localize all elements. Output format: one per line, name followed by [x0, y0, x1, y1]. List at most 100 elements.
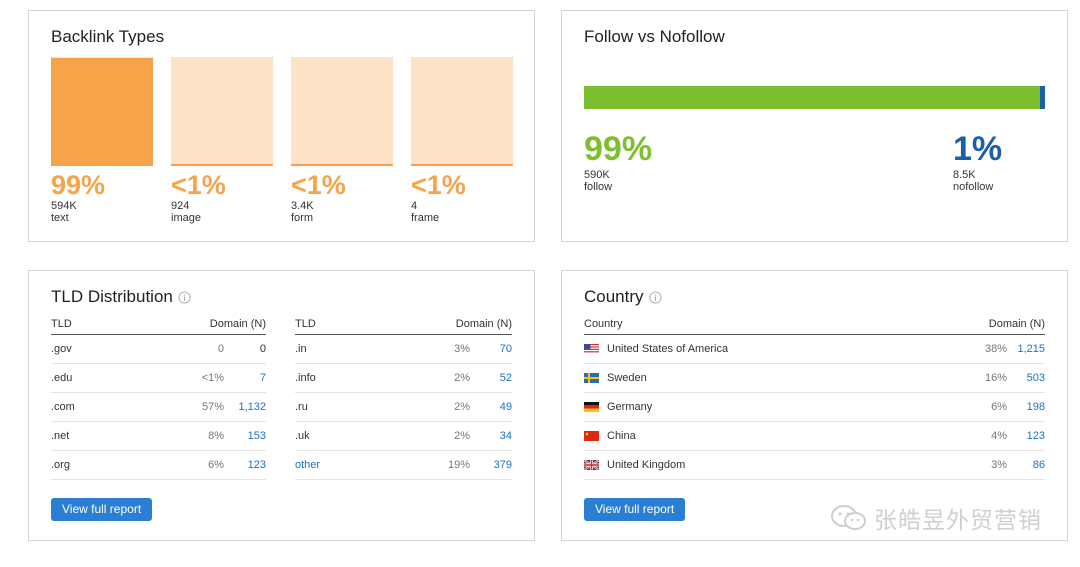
- table-row: .gov 0 0: [51, 335, 266, 364]
- follow-nofollow-card: Follow vs Nofollow 99% 590K follow 1% 8.…: [561, 10, 1068, 242]
- country-cell: China: [584, 430, 957, 442]
- backlink-type-form[interactable]: <1% 3.4K form: [291, 57, 393, 224]
- tld-pct: 57%: [201, 401, 224, 413]
- backlink-types-card: Backlink Types 99% 594K text <1% 924 ima…: [28, 10, 535, 242]
- backlink-types-title: Backlink Types: [51, 27, 165, 46]
- tld-pct: 2%: [454, 430, 470, 442]
- backlink-type-fill: [411, 164, 513, 166]
- backlink-type-bar: [411, 57, 513, 166]
- column-header-country: Country: [584, 318, 623, 330]
- backlink-type-label: frame: [411, 212, 440, 224]
- info-icon[interactable]: [648, 290, 662, 304]
- backlink-type-count: 924: [171, 200, 190, 212]
- tld-count-link[interactable]: 123: [247, 459, 266, 471]
- tld-count-link[interactable]: 70: [499, 343, 512, 355]
- nofollow-segment: [1040, 86, 1045, 109]
- backlink-type-label: text: [51, 212, 69, 224]
- tld-pct: 8%: [208, 430, 224, 442]
- tld-count-link[interactable]: 153: [247, 430, 266, 442]
- country-pct: 38%: [984, 343, 1007, 355]
- table-row: .ru 2% 49: [295, 393, 512, 422]
- table-row: .in 3% 70: [295, 335, 512, 364]
- backlink-type-pct: <1%: [171, 170, 226, 200]
- column-header-domain[interactable]: Domain (N): [988, 318, 1045, 330]
- table-row: .com 57% 1,132: [51, 393, 266, 422]
- follow-ratio-bar[interactable]: [584, 86, 1045, 109]
- country-pct: 16%: [984, 372, 1007, 384]
- follow-label: follow: [584, 181, 613, 193]
- tld-count-link[interactable]: 7: [259, 372, 266, 384]
- backlink-type-bar: [291, 57, 393, 166]
- column-header-tld: TLD: [51, 318, 72, 330]
- backlink-type-count: 3.4K: [291, 200, 314, 212]
- column-header-domain[interactable]: Domain (N): [455, 318, 512, 330]
- tld-name: .ru: [295, 401, 308, 413]
- table-row: United States of America 38% 1,215: [584, 335, 1045, 364]
- nofollow-stat: 1% 8.5K nofollow: [953, 129, 1002, 193]
- tld-pct: 19%: [447, 459, 470, 471]
- tld-name: .uk: [295, 430, 310, 442]
- column-header-domain[interactable]: Domain (N): [209, 318, 266, 330]
- tld-pct: 6%: [208, 459, 224, 471]
- tld-count-link[interactable]: 1,132: [238, 401, 266, 413]
- info-icon[interactable]: [178, 290, 191, 304]
- tld-count-link[interactable]: 49: [499, 401, 512, 413]
- nofollow-label: nofollow: [953, 181, 994, 193]
- us-flag-icon: [584, 344, 599, 355]
- view-full-report-button[interactable]: View full report: [584, 498, 686, 521]
- country-count-link[interactable]: 503: [1026, 372, 1045, 384]
- country-count-link[interactable]: 86: [1032, 459, 1045, 471]
- table-row: Germany 6% 198: [584, 393, 1045, 422]
- tld-distribution-title: TLD Distribution: [51, 287, 191, 307]
- backlink-type-fill: [291, 164, 393, 166]
- backlink-type-bar: [171, 57, 273, 166]
- follow-pct: 99%: [584, 130, 653, 168]
- backlink-type-fill: [171, 164, 273, 166]
- country-name: United Kingdom: [607, 459, 686, 471]
- tld-name: .gov: [51, 343, 72, 355]
- follow-stat: 99% 590K follow: [584, 129, 652, 193]
- tld-pct: 2%: [454, 401, 470, 413]
- tld-pct: 2%: [454, 372, 470, 384]
- watermark: 张皓昱外贸营销: [830, 501, 1042, 535]
- cn-flag-icon: [584, 431, 599, 442]
- country-card: Country Country Domain (N) United States…: [561, 270, 1068, 541]
- country-cell: Germany: [584, 401, 957, 413]
- country-count-link[interactable]: 123: [1026, 430, 1045, 442]
- table-row: other 19% 379: [295, 451, 512, 480]
- table-row: .net 8% 153: [51, 422, 266, 451]
- tld-count-link[interactable]: 52: [499, 372, 512, 384]
- se-flag-icon: [584, 373, 599, 384]
- backlink-type-pct: 99%: [51, 170, 106, 200]
- backlink-type-fill: [51, 58, 153, 166]
- tld-table-right: TLD Domain (N) .in 3% 70 .info 2% 52 .ru…: [295, 314, 512, 480]
- backlink-type-bar: [51, 57, 153, 166]
- table-row: .org 6% 123: [51, 451, 266, 480]
- tld-name: .org: [51, 459, 70, 471]
- gb-flag-icon: [584, 460, 599, 471]
- country-count-link[interactable]: 1,215: [1017, 343, 1045, 355]
- column-header-tld: TLD: [295, 318, 316, 330]
- country-count-link[interactable]: 198: [1026, 401, 1045, 413]
- table-row: .info 2% 52: [295, 364, 512, 393]
- country-pct: 3%: [991, 459, 1007, 471]
- backlink-type-pct: <1%: [411, 170, 466, 200]
- backlink-type-count: 594K: [51, 200, 77, 212]
- backlink-type-image[interactable]: <1% 924 image: [171, 57, 273, 224]
- tld-count-link[interactable]: 34: [499, 430, 512, 442]
- tld-other-link[interactable]: other: [295, 459, 321, 471]
- nofollow-count: 8.5K: [953, 169, 976, 181]
- tld-table-left: TLD Domain (N) .gov 0 0 .edu <1% 7 .com …: [51, 314, 266, 480]
- table-header: TLD Domain (N): [51, 314, 266, 335]
- country-pct: 6%: [991, 401, 1007, 413]
- view-full-report-button[interactable]: View full report: [51, 498, 153, 521]
- country-pct: 4%: [991, 430, 1007, 442]
- follow-count: 590K: [584, 169, 610, 181]
- country-cell: United Kingdom: [584, 459, 957, 471]
- table-header: Country Domain (N): [584, 314, 1045, 335]
- watermark-text: 张皓昱外贸营销: [874, 508, 1042, 534]
- backlink-type-text[interactable]: 99% 594K text: [51, 57, 153, 224]
- tld-count-link[interactable]: 379: [493, 459, 512, 471]
- table-row: China 4% 123: [584, 422, 1045, 451]
- backlink-type-frame[interactable]: <1% 4 frame: [411, 57, 513, 224]
